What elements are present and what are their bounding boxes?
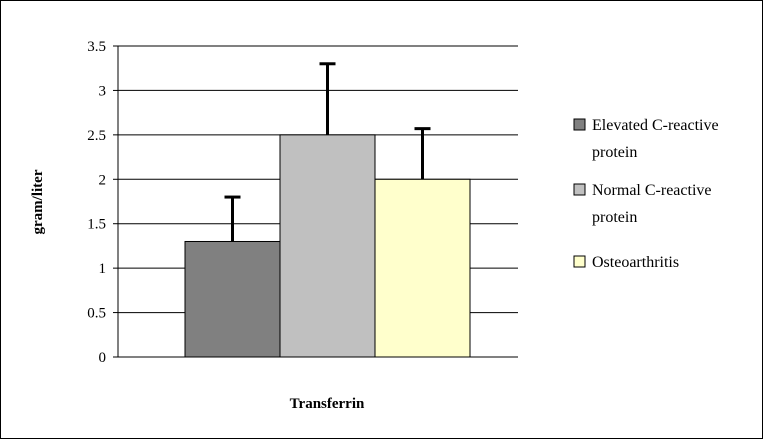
bars (184, 134, 471, 358)
y-tick-label: 1 (99, 261, 107, 277)
y-tick-label: 0.5 (87, 306, 106, 322)
error-bars (224, 62, 431, 242)
bar-1 (184, 240, 281, 358)
y-tick-labels: 0 0.5 1 1.5 2 2.5 3 3.5 (87, 39, 106, 366)
y-tick-label: 2.5 (87, 128, 106, 144)
bar-3 (374, 178, 471, 358)
legend-label: Osteoarthritis (592, 254, 679, 271)
legend-swatch (573, 255, 586, 268)
y-tick-label: 1.5 (87, 217, 106, 233)
y-tick-label: 0 (99, 350, 107, 366)
y-axis-label: gram/liter (30, 169, 46, 234)
legend-label-line: Elevated C-reactive (592, 117, 719, 134)
legend-label: Elevated C-reactive protein (592, 117, 719, 161)
y-tick-label: 2 (99, 172, 107, 188)
legend-swatch (573, 183, 586, 196)
legend-label-line: protein (592, 209, 637, 226)
legend-swatch (573, 118, 586, 131)
x-axis-label: Transferrin (290, 396, 365, 412)
axes (113, 45, 518, 358)
y-tick-label: 3 (99, 83, 107, 99)
y-tick-label: 3.5 (87, 39, 106, 55)
legend-label-line: Osteoarthritis (592, 254, 679, 271)
legend-label: Normal C-reactive protein (592, 182, 712, 226)
legend-label-line: protein (592, 144, 637, 161)
legend-label-line: Normal C-reactive (592, 182, 712, 199)
bar-2 (279, 134, 376, 358)
